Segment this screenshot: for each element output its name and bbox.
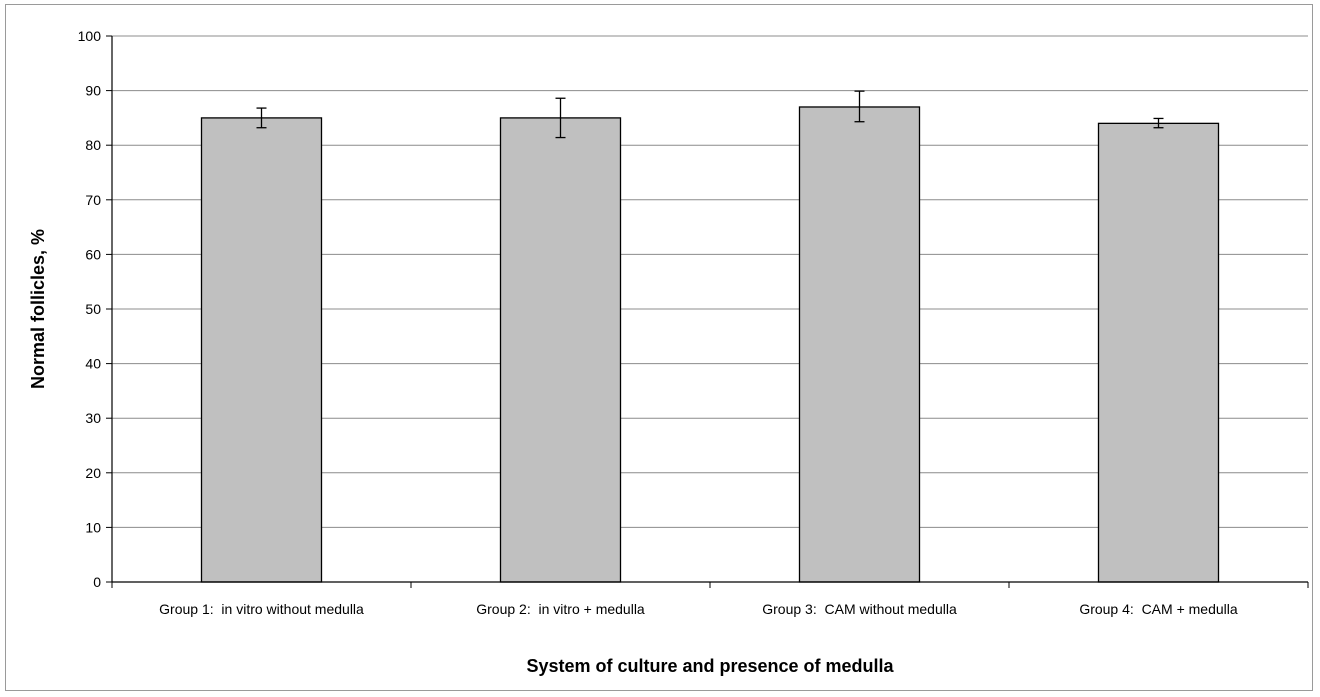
y-tick-label: 90: [85, 83, 101, 99]
y-tick-label: 40: [85, 356, 101, 372]
y-tick-label: 60: [85, 246, 101, 262]
x-tick-label: Group 4: CAM + medulla: [1079, 601, 1238, 617]
bar-series: [200, 106, 1220, 583]
bar: [499, 117, 622, 583]
bar: [200, 117, 323, 583]
y-tick-label: 0: [93, 574, 101, 590]
y-tick-label: 20: [85, 465, 101, 481]
x-tick-labels: Group 1: in vitro without medulla Group 2…: [159, 601, 1238, 617]
y-tick-labels: 0 10 20 30 40 50 60 70 80 90 100: [78, 28, 102, 590]
y-tick-label: 80: [85, 137, 101, 153]
y-tick-label: 70: [85, 192, 101, 208]
y-tick-label: 30: [85, 410, 101, 426]
axes: [106, 35, 1309, 588]
x-tick-label: Group 1: in vitro without medulla: [159, 601, 364, 617]
y-tick-label: 50: [85, 301, 101, 317]
y-tick-label: 10: [85, 519, 101, 535]
x-tick-label: Group 2: in vitro + medulla: [476, 601, 645, 617]
y-tick-label: 100: [78, 28, 102, 44]
x-tick-label: Group 3: CAM without medulla: [762, 601, 957, 617]
bar: [1097, 122, 1220, 583]
y-axis-title: Normal follicles, %: [28, 229, 48, 389]
bar: [798, 106, 921, 583]
error-bars: [256, 90, 1164, 139]
x-axis-title: System of culture and presence of medull…: [526, 656, 894, 676]
